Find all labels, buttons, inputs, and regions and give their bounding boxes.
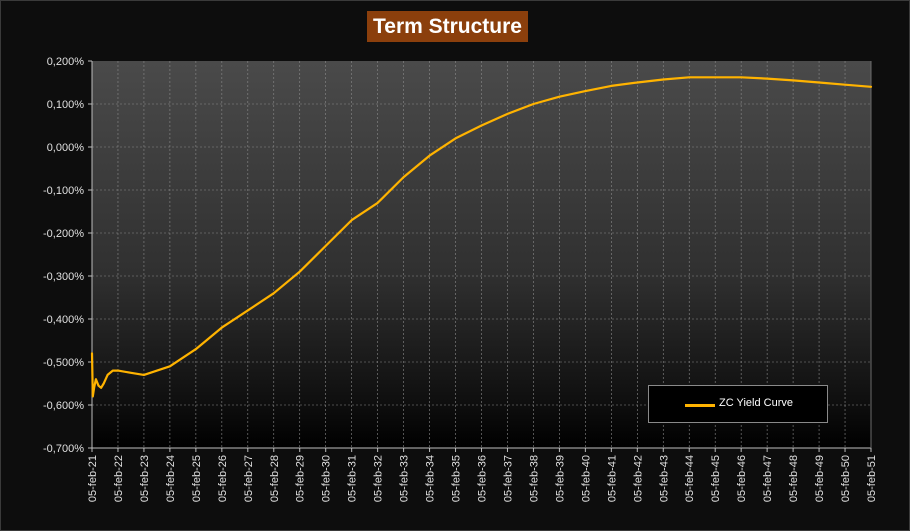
x-tick-label: 05-feb-51 <box>866 455 878 502</box>
x-tick-label: 05-feb-44 <box>684 455 696 502</box>
series-line-zc-yield-curve <box>90 76 873 398</box>
x-tick-label: 05-feb-39 <box>554 455 566 502</box>
x-tick-label: 05-feb-50 <box>840 455 852 502</box>
x-tick-label: 05-feb-23 <box>139 455 151 502</box>
chart-title: Term Structure <box>367 11 528 42</box>
x-tick-label: 05-feb-41 <box>606 455 618 502</box>
legend-label: ZC Yield Curve <box>719 397 793 409</box>
x-tick-label: 05-feb-34 <box>425 455 437 502</box>
x-tick-label: 05-feb-46 <box>736 455 748 502</box>
grid-lines <box>92 61 871 448</box>
x-tick-label: 05-feb-38 <box>528 455 540 502</box>
y-tick-labels: 0,200% 0,100% 0,000% -0,100% -0,200% -0,300% -… <box>43 56 84 455</box>
y-tick-label: -0,300% <box>43 271 84 283</box>
axes <box>88 60 872 452</box>
x-tick-label: 05-feb-21 <box>87 455 99 502</box>
legend: ZC Yield Curve <box>648 385 828 423</box>
y-tick-label: -0,200% <box>43 228 84 240</box>
y-tick-label: -0,100% <box>43 185 84 197</box>
x-tick-label: 05-feb-37 <box>502 455 514 502</box>
x-tick-label: 05-feb-33 <box>399 455 411 502</box>
x-tick-label: 05-feb-26 <box>217 455 229 502</box>
y-tick-label: -0,700% <box>43 443 84 455</box>
x-tick-label: 05-feb-30 <box>321 455 333 502</box>
legend-swatch <box>685 404 715 407</box>
x-tick-label: 05-feb-47 <box>762 455 774 502</box>
x-tick-label: 05-feb-43 <box>658 455 670 502</box>
x-tick-label: 05-feb-45 <box>710 455 722 502</box>
x-tick-label: 05-feb-31 <box>347 455 359 502</box>
x-tick-label: 05-feb-27 <box>243 455 255 502</box>
y-tick-label: 0,100% <box>47 99 85 111</box>
x-tick-label: 05-feb-22 <box>113 455 125 502</box>
x-tick-label: 05-feb-29 <box>295 455 307 502</box>
y-tick-label: 0,000% <box>47 142 85 154</box>
y-tick-label: -0,500% <box>43 357 84 369</box>
x-tick-label: 05-feb-25 <box>191 455 203 502</box>
x-tick-label: 05-feb-49 <box>814 455 826 502</box>
x-tick-label: 05-feb-48 <box>788 455 800 502</box>
series-lines <box>90 76 873 398</box>
y-tick-label: -0,600% <box>43 400 84 412</box>
y-tick-label: 0,200% <box>47 56 85 68</box>
x-tick-label: 05-feb-32 <box>373 455 385 502</box>
x-tick-label: 05-feb-28 <box>269 455 281 502</box>
x-tick-label: 05-feb-36 <box>477 455 489 502</box>
x-tick-label: 05-feb-40 <box>580 455 592 502</box>
x-tick-label: 05-feb-42 <box>632 455 644 502</box>
x-tick-label: 05-feb-24 <box>165 455 177 502</box>
x-tick-labels: 05-feb-21 05-feb-22 05-feb-23 05-feb-24 05-f… <box>87 455 878 502</box>
y-tick-label: -0,400% <box>43 314 84 326</box>
x-tick-label: 05-feb-35 <box>451 455 463 502</box>
